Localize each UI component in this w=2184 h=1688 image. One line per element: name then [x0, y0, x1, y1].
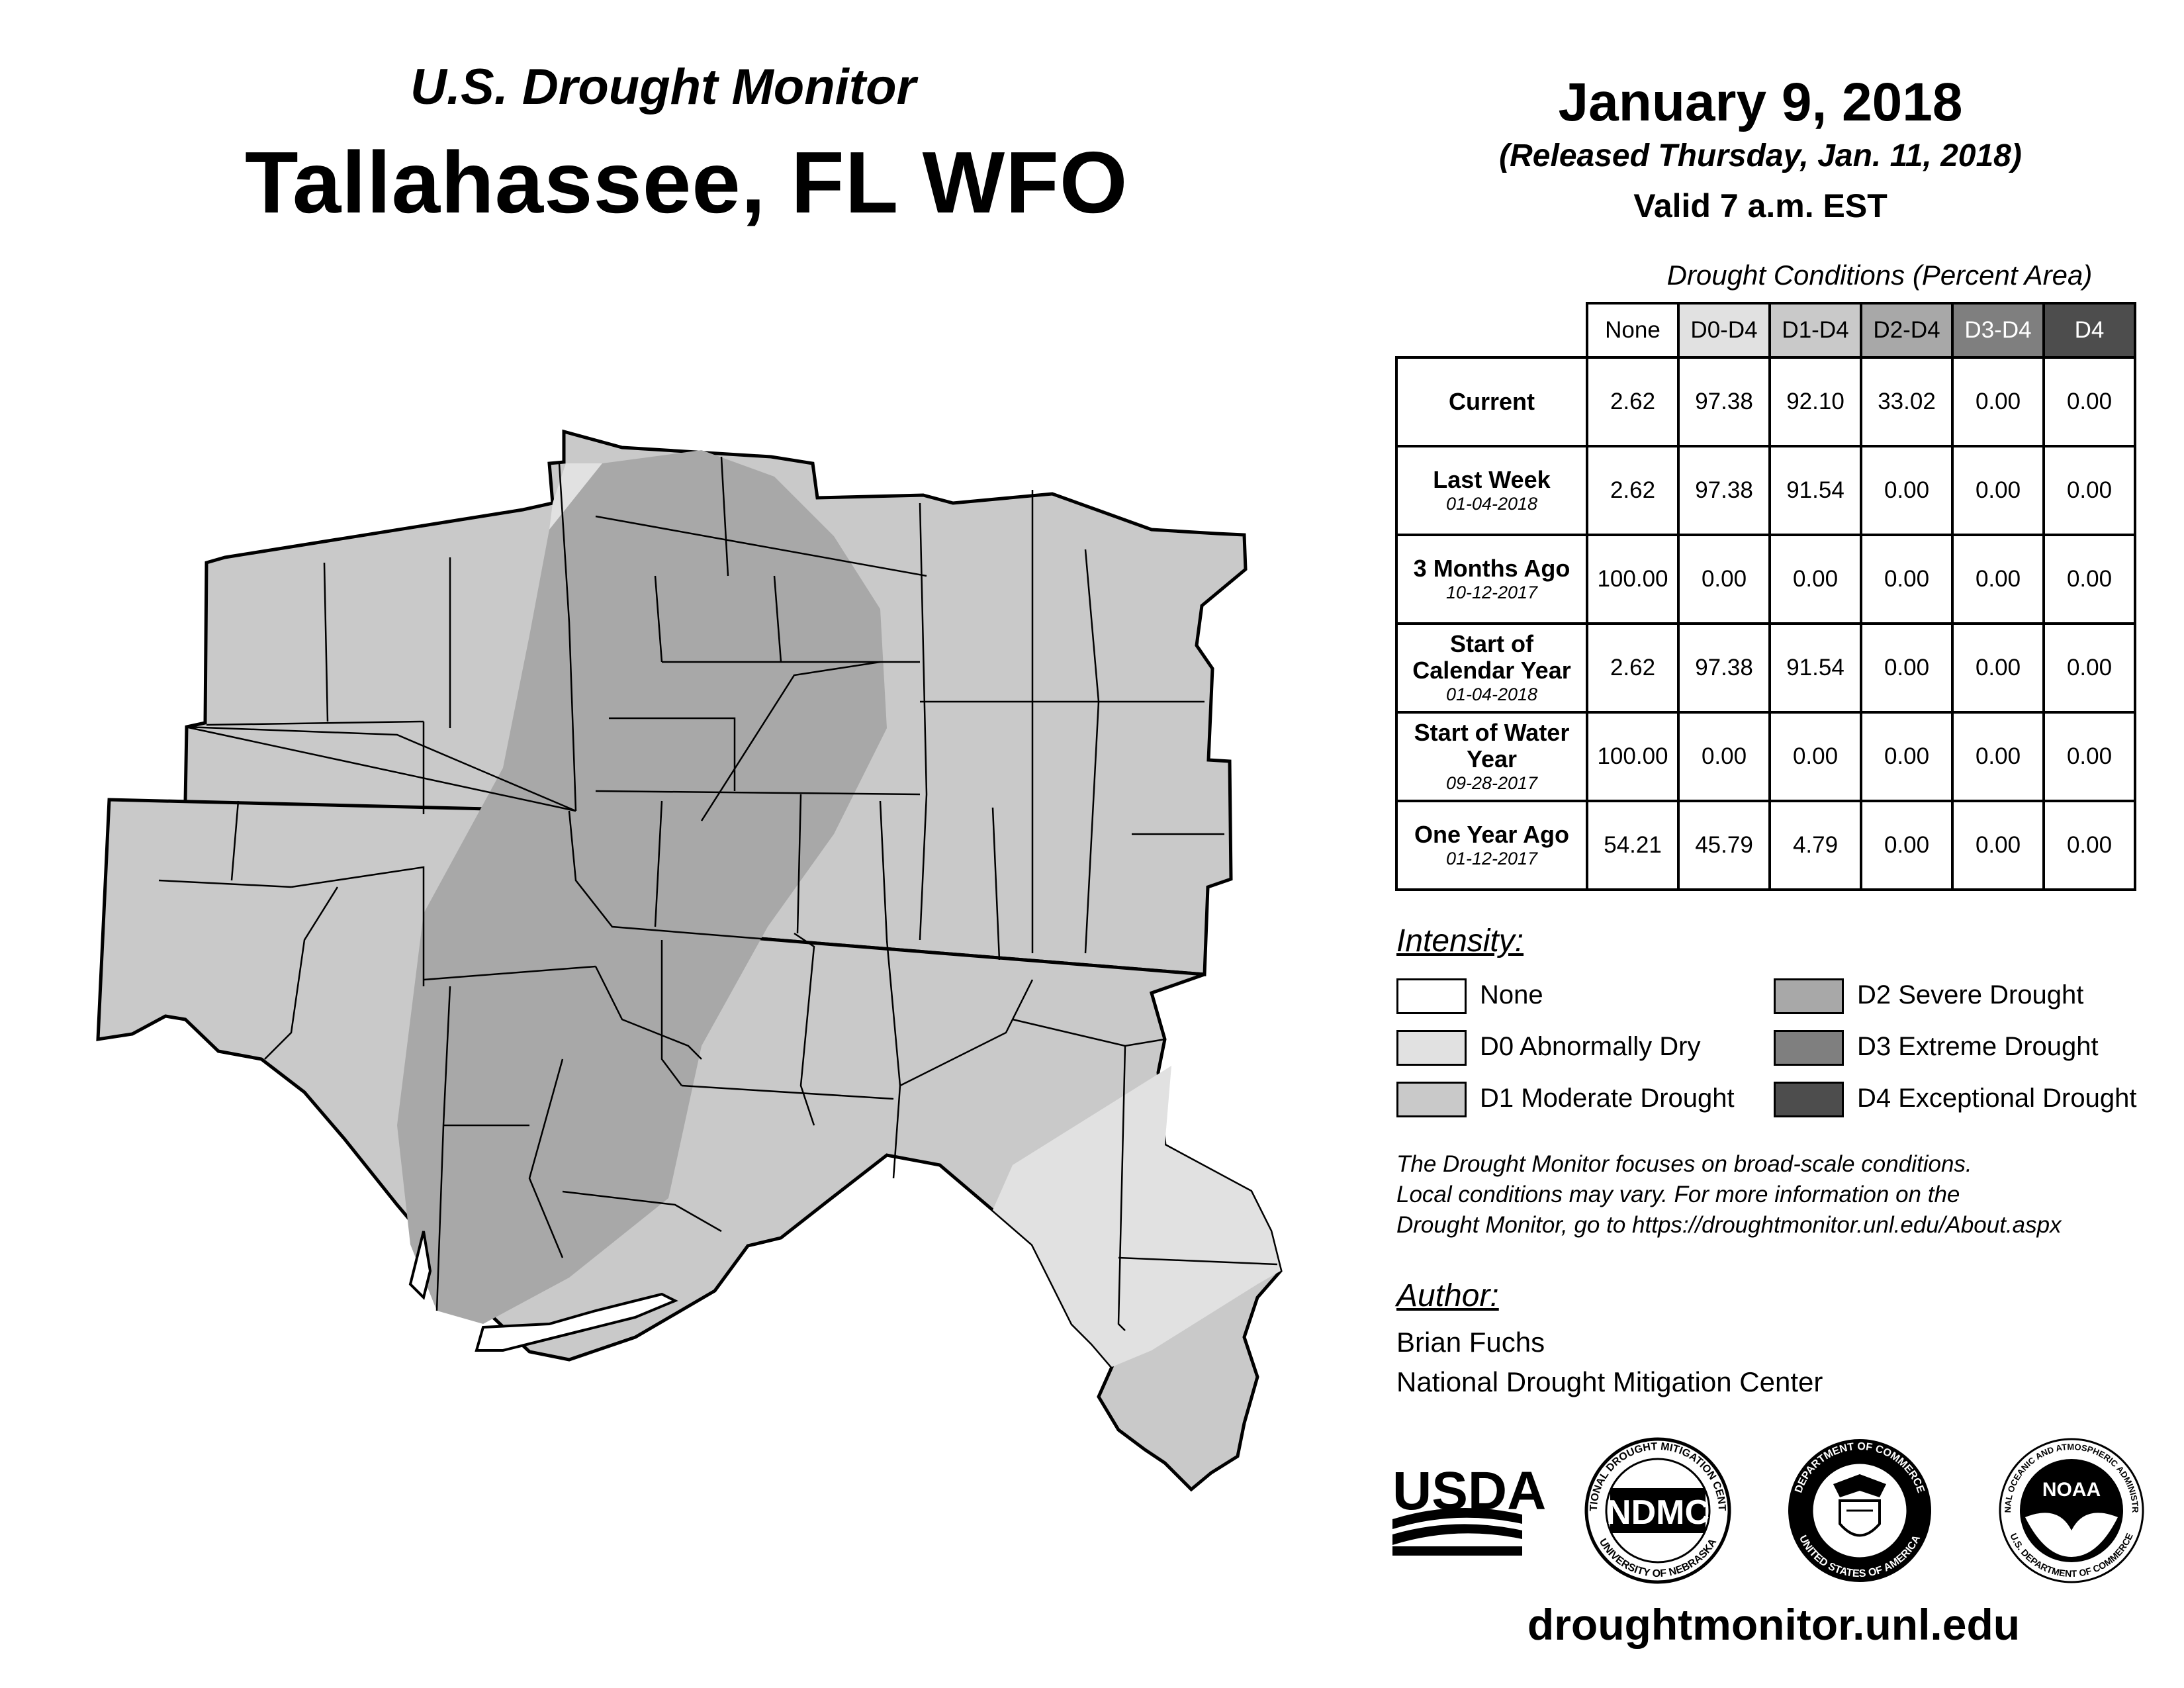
- disclaimer-line: Local conditions may vary. For more info…: [1396, 1182, 1960, 1207]
- noaa-text: NOAA: [2042, 1479, 2101, 1501]
- drought-conditions-table: None D0-D4 D1-D4 D2-D4 D3-D4 D4 Current …: [1395, 302, 2136, 891]
- table-cell: 0.00: [1860, 534, 1954, 625]
- table-cell: 2.62: [1586, 622, 1680, 714]
- d0-east-area: [993, 1066, 1281, 1367]
- legend-swatch-d1: [1396, 1082, 1467, 1117]
- logos: USDA NATIONAL DROUGHT MITIGATION CENTER …: [1392, 1437, 2144, 1584]
- table-cell: 0.00: [2042, 622, 2136, 714]
- valid-time: Valid 7 a.m. EST: [1633, 187, 1888, 224]
- table-cell: 0.00: [1860, 800, 1954, 891]
- table-cell: 0.00: [1860, 711, 1954, 802]
- release-date: (Released Thursday, Jan. 11, 2018): [1499, 138, 2022, 173]
- table-cell: 0.00: [1677, 534, 1771, 625]
- table-cell: 91.54: [1768, 445, 1862, 536]
- table-cell: 0.00: [2042, 445, 2136, 536]
- legend-swatch-d4: [1774, 1082, 1844, 1117]
- table-cell: 0.00: [1768, 534, 1862, 625]
- ndmc-text: NDMC: [1606, 1493, 1709, 1532]
- table-cell: 0.00: [2042, 711, 2136, 802]
- table-cell: 0.00: [1860, 622, 1954, 714]
- table-row: Current 2.62 97.38 92.10 33.02 0.00 0.00: [1395, 356, 2136, 447]
- table-cell: 0.00: [2042, 534, 2136, 625]
- column-header: None: [1586, 302, 1680, 359]
- region-title: Tallahassee, FL WFO: [245, 134, 1128, 231]
- d2-band: [397, 450, 887, 1324]
- table-row: One Year Ago 01-12-2017 54.21 45.79 4.79 …: [1395, 800, 2136, 891]
- table-cell: 4.79: [1768, 800, 1862, 891]
- table-cell: 97.38: [1677, 445, 1771, 536]
- legend-swatch-d2: [1774, 978, 1844, 1014]
- table-cell: 97.38: [1677, 356, 1771, 447]
- table-cell: 33.02: [1860, 356, 1954, 447]
- table-cell: 54.21: [1586, 800, 1680, 891]
- table-cell: 0.00: [1677, 711, 1771, 802]
- row-label: Start of Water Year 09-28-2017: [1395, 711, 1588, 802]
- row-label: 3 Months Ago 10-12-2017: [1395, 534, 1588, 625]
- legend-swatch-d0: [1396, 1030, 1467, 1066]
- doc-seal-logo: DEPARTMENT OF COMMERCE UNITED STATES OF …: [1788, 1439, 1931, 1582]
- map-date: January 9, 2018: [1558, 72, 1963, 132]
- column-header: D1-D4: [1768, 302, 1862, 359]
- column-header: D3-D4: [1951, 302, 2045, 359]
- table-cell: 2.62: [1586, 445, 1680, 536]
- table-cell: 2.62: [1586, 356, 1680, 447]
- table-cell: 92.10: [1768, 356, 1862, 447]
- legend-label: D1 Moderate Drought: [1480, 1084, 1735, 1113]
- author-organization: National Drought Mitigation Center: [1396, 1366, 1823, 1397]
- disclaimer: The Drought Monitor focuses on broad-sca…: [1396, 1149, 2158, 1241]
- table-cell: 0.00: [1951, 711, 2045, 802]
- map-base: [96, 429, 1283, 1492]
- drought-map: [96, 429, 1283, 1492]
- table-row: 3 Months Ago 10-12-2017 100.00 0.00 0.00 …: [1395, 534, 2136, 625]
- legend-swatch-d3: [1774, 1030, 1844, 1066]
- table-caption: Drought Conditions (Percent Area): [1666, 259, 2093, 291]
- row-label: Last Week 01-04-2018: [1395, 445, 1588, 536]
- table-row: Start of Water Year 09-28-2017 100.00 0.0…: [1395, 711, 2136, 802]
- table-cell: 100.00: [1586, 534, 1680, 625]
- table-row: Last Week 01-04-2018 2.62 97.38 91.54 0.0…: [1395, 445, 2136, 536]
- row-label: One Year Ago 01-12-2017: [1395, 800, 1588, 891]
- table-cell: 0.00: [2042, 356, 2136, 447]
- table-cell: 0.00: [1951, 534, 2045, 625]
- table-cell: 0.00: [1951, 800, 2045, 891]
- legend-label: D2 Severe Drought: [1857, 980, 2084, 1009]
- disclaimer-line: Drought Monitor, go to https://droughtmo…: [1396, 1212, 2062, 1238]
- disclaimer-line: The Drought Monitor focuses on broad-sca…: [1396, 1151, 1972, 1177]
- ndmc-logo: NATIONAL DROUGHT MITIGATION CENTER UNIVE…: [1584, 1437, 1731, 1584]
- usda-logo: USDA: [1392, 1461, 1546, 1556]
- header-corner: [1396, 303, 1588, 359]
- author-name: Brian Fuchs: [1396, 1327, 1545, 1358]
- legend-label: None: [1480, 980, 1543, 1009]
- legend-label: D0 Abnormally Dry: [1480, 1032, 1701, 1061]
- column-header: D4: [2042, 302, 2136, 359]
- table-cell: 91.54: [1768, 622, 1862, 714]
- legend-label: D3 Extreme Drought: [1857, 1032, 2099, 1061]
- row-label: Start of Calendar Year 01-04-2018: [1395, 622, 1588, 714]
- coast-islands: [408, 1231, 678, 1352]
- table-cell: 0.00: [1860, 445, 1954, 536]
- table-cell: 100.00: [1586, 711, 1680, 802]
- table-header-row: None D0-D4 D1-D4 D2-D4 D3-D4 D4: [1396, 302, 2136, 359]
- column-header: D2-D4: [1860, 302, 1954, 359]
- table-cell: 0.00: [1951, 622, 2045, 714]
- county-boundaries: [158, 456, 1278, 1331]
- row-label: Current: [1395, 356, 1588, 447]
- table-cell: 97.38: [1677, 622, 1771, 714]
- column-header: D0-D4: [1677, 302, 1771, 359]
- table-cell: 0.00: [2042, 800, 2136, 891]
- footer-url[interactable]: droughtmonitor.unl.edu: [1527, 1600, 2021, 1649]
- noaa-logo: NATIONAL OCEANIC AND ATMOSPHERIC ADMINIS…: [1999, 1438, 2144, 1583]
- intensity-heading: Intensity:: [1396, 923, 1524, 959]
- table-cell: 0.00: [1768, 711, 1862, 802]
- author-heading: Author:: [1396, 1278, 1499, 1313]
- table-row: Start of Calendar Year 01-04-2018 2.62 97…: [1395, 622, 2136, 714]
- legend-swatch-none: [1396, 978, 1467, 1014]
- table-cell: 0.00: [1951, 356, 2045, 447]
- legend-label: D4 Exceptional Drought: [1857, 1084, 2137, 1113]
- monitor-name: U.S. Drought Monitor: [410, 59, 917, 115]
- table-cell: 45.79: [1677, 800, 1771, 891]
- table-cell: 0.00: [1951, 445, 2045, 536]
